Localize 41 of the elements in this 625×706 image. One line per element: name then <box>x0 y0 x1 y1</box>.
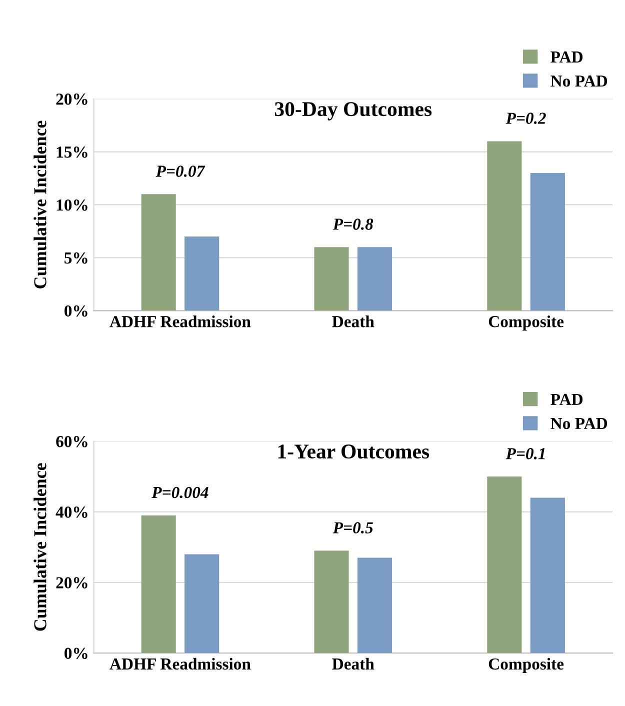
y-tick-label: 0% <box>64 305 88 317</box>
y-tick-label: 0% <box>64 648 88 660</box>
annotation: P=0.8 <box>332 218 374 230</box>
bar <box>530 172 565 311</box>
chart-title: 1-Year Outcomes <box>278 444 430 459</box>
annotation: P=0.1 <box>506 448 545 460</box>
bar <box>357 247 392 311</box>
x-tick-label: Composite <box>488 316 564 331</box>
annotation: P=0.5 <box>332 522 373 534</box>
annotation: P=0.07 <box>156 166 206 177</box>
annotation: P=0.004 <box>152 486 208 498</box>
legend-label: PAD <box>550 51 583 62</box>
x-tick-label: Composite <box>488 658 564 674</box>
annotation: P=0.2 <box>506 112 546 124</box>
bar <box>141 515 176 654</box>
x-tick-label: ADHF Readmission <box>110 316 251 328</box>
bar <box>184 236 220 311</box>
y-tick-label: 40% <box>56 506 88 518</box>
legend-label: No PAD <box>550 418 608 430</box>
bar <box>487 476 522 654</box>
legend-label: PAD <box>550 394 583 405</box>
bar <box>184 554 220 654</box>
legend-label: No PAD <box>550 76 608 87</box>
y-tick-label: 10% <box>56 199 88 211</box>
y-axis-title: Cumulative Incidence <box>34 120 46 288</box>
x-tick-label: Death <box>332 316 374 328</box>
bar <box>314 550 349 654</box>
y-axis-title: Cumulative Incidence <box>34 463 46 631</box>
chart-title: 30-Day Outcomes <box>274 102 432 120</box>
y-tick-label: 20% <box>56 577 88 588</box>
y-tick-label: 15% <box>56 146 88 158</box>
y-tick-label: 60% <box>56 436 88 448</box>
y-tick-label: 20% <box>56 94 88 105</box>
bar <box>141 194 176 311</box>
bar <box>357 558 392 654</box>
x-tick-label: ADHF Readmission <box>110 658 251 670</box>
x-tick-label: Death <box>332 658 374 670</box>
bar <box>314 247 349 311</box>
y-tick-label: 5% <box>64 252 88 264</box>
bar <box>487 141 522 311</box>
bar <box>530 498 565 654</box>
